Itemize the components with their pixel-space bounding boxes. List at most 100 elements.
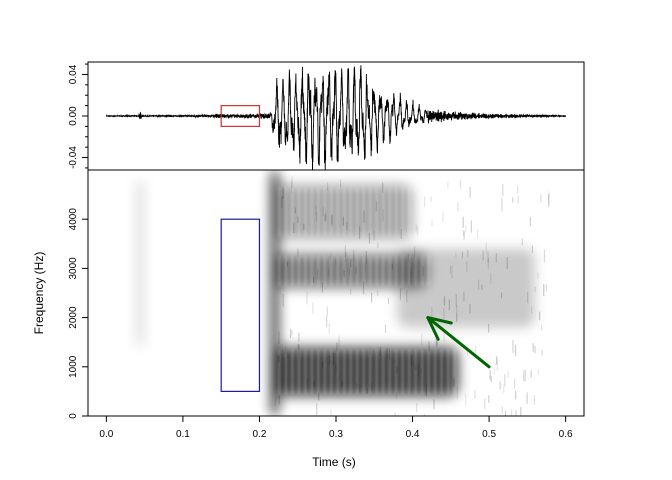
spectrogram-noise-mark: [548, 194, 550, 207]
spectrogram-noise-mark: [442, 212, 444, 222]
spectrogram-highlight-box: [220, 218, 261, 392]
spectrogram-striation: [330, 349, 333, 395]
spectrogram-striation: [421, 255, 423, 287]
spectrogram-striation: [414, 349, 417, 395]
spectrogram-noise-mark: [499, 381, 501, 390]
spectrogram-noise-mark: [297, 216, 299, 224]
spectrogram-noise-mark: [359, 384, 361, 393]
spectrogram-noise-mark: [318, 392, 320, 401]
spectrogram-noise-mark: [447, 181, 449, 189]
spectrogram-noise-mark: [425, 384, 428, 397]
spectrogram-noise-mark: [465, 225, 467, 232]
spectrogram-noise-mark: [435, 333, 437, 345]
spectrogram-striation: [440, 349, 443, 395]
spectrogram-striation: [311, 186, 313, 237]
spectrogram-striation: [343, 186, 346, 237]
spectrogram-striation: [304, 186, 307, 237]
spectrogram-noise-mark: [515, 410, 517, 416]
spectrogram-noise-mark: [431, 306, 433, 317]
spectrogram-noise-mark: [321, 361, 324, 368]
spectrogram-noise-mark: [431, 220, 433, 227]
spectrogram-noise-mark: [331, 214, 333, 227]
spectrogram-noise-mark: [460, 179, 462, 190]
spectrogram-x-tick-label: 0.3: [329, 429, 343, 440]
spectrogram-striation: [291, 186, 294, 237]
spectrogram-noise-mark: [330, 408, 332, 416]
spectrogram-noise-mark: [365, 250, 367, 264]
spectrogram-noise-mark: [281, 196, 283, 209]
spectrogram-noise-mark: [482, 250, 484, 261]
spectrogram-noise-mark: [477, 279, 480, 290]
spectrogram-noise-mark: [396, 366, 398, 374]
spectrogram-striation: [304, 255, 307, 287]
spectrogram-x-tick-label: 0.0: [99, 429, 113, 440]
spectrogram-noise-mark: [455, 294, 457, 307]
spectrogram-striation: [408, 255, 410, 287]
spectrogram-noise-mark: [306, 291, 308, 305]
waveform-series: [105, 65, 567, 170]
spectrogram-x-tick-label: 0.6: [559, 429, 573, 440]
waveform-y-tick-label: -0.04: [68, 146, 79, 169]
spectrogram-noise-mark: [543, 284, 545, 297]
spectrogram-noise-mark: [313, 381, 315, 388]
spectrogram-noise-mark: [312, 277, 315, 283]
spectrogram-noise-mark: [466, 261, 468, 272]
spectrogram-energy-region: [274, 347, 459, 397]
spectrogram-striation: [317, 255, 320, 287]
spectrogram-striation: [291, 349, 294, 395]
spectrogram-noise-mark: [384, 324, 387, 334]
spectrogram-noise-mark: [512, 340, 514, 353]
spectrogram-noise-mark: [331, 214, 333, 225]
spectrogram-noise-mark: [484, 398, 486, 409]
spectrogram-striation: [343, 349, 346, 395]
spectrogram-noise-mark: [433, 399, 435, 410]
spectrogram-noise-mark: [415, 363, 417, 371]
spectrogram-striation: [382, 255, 384, 287]
spectrogram-noise-mark: [315, 212, 318, 222]
spectrogram-noise-mark: [317, 269, 319, 280]
spectrogram-noise-mark: [513, 378, 516, 389]
spectrogram-noise-mark: [540, 194, 542, 203]
spectrogram-noise-mark: [532, 343, 534, 352]
spectrogram-noise-mark: [487, 257, 489, 269]
spectrogram-noise-mark: [443, 296, 446, 306]
spectrogram-striation: [453, 349, 456, 395]
spectrogram-noise-mark: [462, 216, 464, 228]
spectrogram-noise-mark: [430, 196, 432, 203]
spectrogram-striation: [434, 349, 436, 395]
spectrogram-noise-mark: [330, 253, 332, 260]
spectrogram-noise-mark: [376, 290, 379, 297]
spectrogram-noise-mark: [530, 370, 532, 378]
spectrogram-energy-region: [136, 179, 144, 348]
spectrogram-striation: [311, 255, 313, 287]
spectrogram-noise-mark: [451, 266, 453, 279]
spectrogram-noise-mark: [541, 324, 543, 331]
spectrogram-noise-mark: [517, 186, 519, 194]
spectrogram-noise-mark: [286, 349, 289, 359]
spectrogram-noise-mark: [278, 331, 280, 345]
spectrogram-striation: [427, 349, 430, 395]
spectrogram-energy-region: [397, 248, 536, 328]
spectrogram-striation: [388, 186, 391, 237]
spectrogram-noise-mark: [338, 335, 340, 348]
spectrogram-striation: [395, 255, 397, 287]
spectrogram-noise-mark: [282, 187, 284, 200]
spectrogram-y-axis: 0 1000 2000 3000 4000: [68, 208, 88, 419]
spectrogram-y-tick-label: 4000: [68, 208, 79, 231]
spectrogram-striation: [362, 186, 365, 237]
spectrogram-striation: [285, 186, 287, 237]
spectrogram-noise-mark: [332, 352, 335, 366]
spectrogram-noise-mark: [415, 223, 417, 232]
waveform-y-tick-label: 0.00: [68, 106, 79, 126]
spectrogram-noise-mark: [420, 368, 422, 375]
spectrogram-striation: [336, 349, 339, 395]
spectrogram-striation: [278, 349, 281, 395]
spectrogram-noise-mark: [428, 341, 430, 352]
spectrogram-striation: [278, 255, 281, 287]
spectrogram-striation: [330, 255, 333, 287]
spectrogram-noise-mark: [328, 323, 330, 334]
spectrogram-noise-mark: [388, 349, 391, 361]
spectrogram-noise-mark: [316, 403, 318, 416]
spectrogram-noise-mark: [469, 304, 471, 314]
spectrogram-noise-mark: [277, 355, 279, 363]
